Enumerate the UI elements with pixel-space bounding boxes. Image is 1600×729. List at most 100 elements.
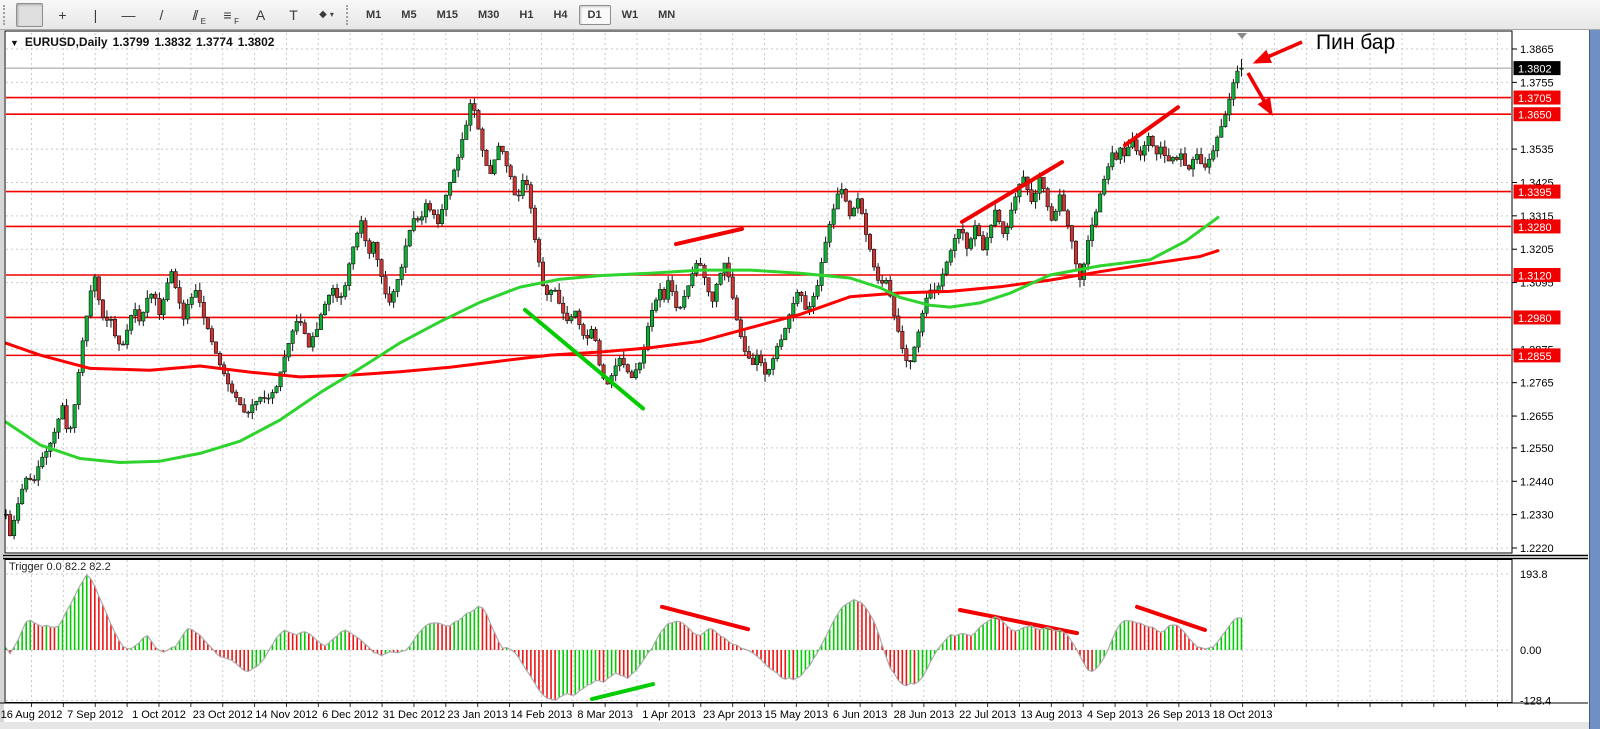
arrow-object[interactable] (1252, 40, 1303, 64)
sr-level-price-box (1513, 107, 1561, 122)
sr-level-price-label: 1.2855 (1518, 351, 1552, 363)
date-axis-label: 16 Aug 2012 (1, 709, 63, 721)
trendline-object[interactable] (960, 160, 1064, 224)
date-axis-label: 26 Sep 2013 (1148, 709, 1210, 721)
quote-open: 1.3799 (112, 35, 150, 49)
crosshair-tool-button[interactable]: + (49, 3, 76, 27)
date-axis-label: 23 Oct 2012 (193, 709, 253, 721)
date-axis-label: 1 Apr 2013 (642, 709, 695, 721)
date-axis-label: 14 Feb 2013 (511, 709, 573, 721)
oscillator-axis-label: 0.00 (1520, 645, 1541, 657)
equidistant-channel-tool-button[interactable]: //E (181, 3, 208, 27)
sr-level-price-label: 1.3705 (1518, 93, 1552, 105)
oscillator-trendline-object[interactable] (660, 604, 750, 632)
timeframe-w1-button[interactable]: W1 (621, 8, 639, 21)
price-axis-label: 1.2440 (1520, 476, 1554, 488)
arrow-objects-icon: ◆ (319, 8, 327, 20)
trendline-icon: / (159, 6, 164, 23)
cursor-tool-button[interactable] (16, 2, 43, 48)
text-label-tool-button[interactable]: T (280, 3, 307, 27)
date-axis-label: 6 Jun 2013 (833, 709, 887, 721)
oscillator-trendline-object[interactable] (958, 608, 1079, 636)
trendline-object[interactable] (1123, 105, 1180, 148)
equidistant-channel-sub-label: E (200, 16, 206, 26)
sr-level-price-box (1513, 90, 1561, 105)
chart-area[interactable]: 16 Aug 2012 7 Sep 2012 1 Oct 2012 23 Oct 20… (0, 30, 1600, 729)
oscillator-layer (5, 573, 1243, 701)
toolbar-drag-handle[interactable] (346, 4, 351, 25)
sr-level-price-label: 1.2980 (1518, 313, 1552, 325)
date-axis-label: 8 Mar 2013 (577, 709, 633, 721)
oscillator-trendline-object[interactable] (1135, 604, 1207, 632)
toolbar-drag-handle[interactable] (3, 4, 8, 25)
date-axis-label: 4 Sep 2013 (1087, 709, 1143, 721)
timeframe-h4-button[interactable]: H4 (553, 8, 568, 21)
drawn-objects-layer[interactable] (523, 33, 1303, 702)
quote-high: 1.3832 (154, 35, 192, 49)
oscillator-trendline-object[interactable] (590, 682, 655, 702)
timeframe-d1-button[interactable]: D1 (578, 4, 611, 25)
price-axis-label: 1.2330 (1520, 510, 1554, 522)
sr-level-price-label: 1.3120 (1518, 270, 1552, 282)
timeframe-m5-button[interactable]: M5 (401, 8, 417, 21)
date-axis-label: 14 Nov 2012 (255, 709, 317, 721)
sr-level-price-box (1513, 348, 1561, 363)
timeframe-mn-button[interactable]: MN (658, 8, 676, 21)
arrow-object[interactable] (1246, 72, 1273, 117)
symbol-dropdown-icon[interactable]: ▼ (10, 38, 19, 48)
price-axis-label: 1.3755 (1520, 77, 1554, 89)
date-axis-label: 1 Oct 2012 (132, 709, 186, 721)
arrow-objects-tool-button[interactable]: ◆ ▾ (313, 3, 340, 27)
pin-bar-annotation[interactable]: Пин бар (1316, 31, 1396, 54)
scrollbar-strip[interactable] (1590, 30, 1600, 729)
crosshair-icon: + (58, 6, 67, 23)
fibonacci-retracement-tool-button[interactable]: ≡ F (214, 3, 241, 27)
date-axis-label: 13 Aug 2013 (1020, 709, 1082, 721)
trendline-object[interactable] (523, 307, 645, 411)
timeframe-m1-button[interactable]: M1 (366, 8, 382, 21)
horizontal-line-tool-button[interactable]: — (115, 3, 142, 27)
oscillator-axis-label: 193.8 (1520, 569, 1548, 581)
oscillator-envelope-line (5, 573, 1242, 701)
timeframe-m15-button[interactable]: M15 (436, 8, 458, 21)
sr-level-price-box (1513, 310, 1561, 325)
vertical-line-icon: | (93, 6, 98, 23)
date-axis-label: 23 Jan 2013 (447, 709, 508, 721)
oscillator-axis-label: -128.4 (1520, 695, 1551, 707)
text-label-icon: T (289, 6, 298, 23)
sr-level-price-label: 1.3280 (1518, 222, 1552, 234)
price-axis-label: 1.2550 (1520, 443, 1554, 455)
date-axis-label: 23 Apr 2013 (703, 709, 762, 721)
sr-level-price-box (1513, 267, 1561, 282)
date-axis-label: 31 Dec 2012 (383, 709, 445, 721)
price-axis-label: 1.3865 (1520, 44, 1554, 56)
date-axis-label: 28 Jun 2013 (894, 709, 955, 721)
trendline-object[interactable] (674, 226, 744, 247)
quote-close: 1.3802 (237, 35, 275, 49)
symbol-period-label: EURUSD,Daily (24, 35, 108, 49)
trendline-tool-button[interactable]: / (148, 3, 175, 27)
price-axis-label: 1.2765 (1520, 378, 1554, 390)
bid-price-box (1513, 61, 1561, 76)
axes-layer: 16 Aug 2012 7 Sep 2012 1 Oct 2012 23 Oct 20… (0, 30, 1600, 729)
timeframe-h1-button[interactable]: H1 (519, 8, 534, 21)
date-axis-label: 6 Dec 2012 (322, 709, 378, 721)
date-axis-label: 15 May 2013 (765, 709, 829, 721)
timeframe-m30-button[interactable]: M30 (477, 8, 500, 21)
bid-price-label: 1.3802 (1518, 64, 1552, 76)
ma-red-line (4, 249, 1220, 379)
horizontal-line-icon: — (121, 6, 136, 23)
chart-shift-marker[interactable] (1237, 33, 1247, 39)
sr-level-price-label: 1.3395 (1518, 187, 1552, 199)
text-tool-button[interactable]: A (247, 3, 274, 27)
vertical-line-tool-button[interactable]: | (82, 3, 109, 27)
quote-line: ▼ EURUSD,Daily 1.3799 1.3832 1.3774 1.3802 (10, 35, 279, 49)
sr-level-price-box (1513, 219, 1561, 234)
indicator-label: Trigger 0.0 82.2 82.2 (9, 561, 111, 573)
price-axis-label: 1.2220 (1520, 543, 1554, 555)
moving-averages-layer (4, 215, 1220, 464)
text-icon: A (255, 6, 266, 23)
price-axis-label: 1.2655 (1520, 411, 1554, 423)
ma-green-line (4, 215, 1220, 464)
